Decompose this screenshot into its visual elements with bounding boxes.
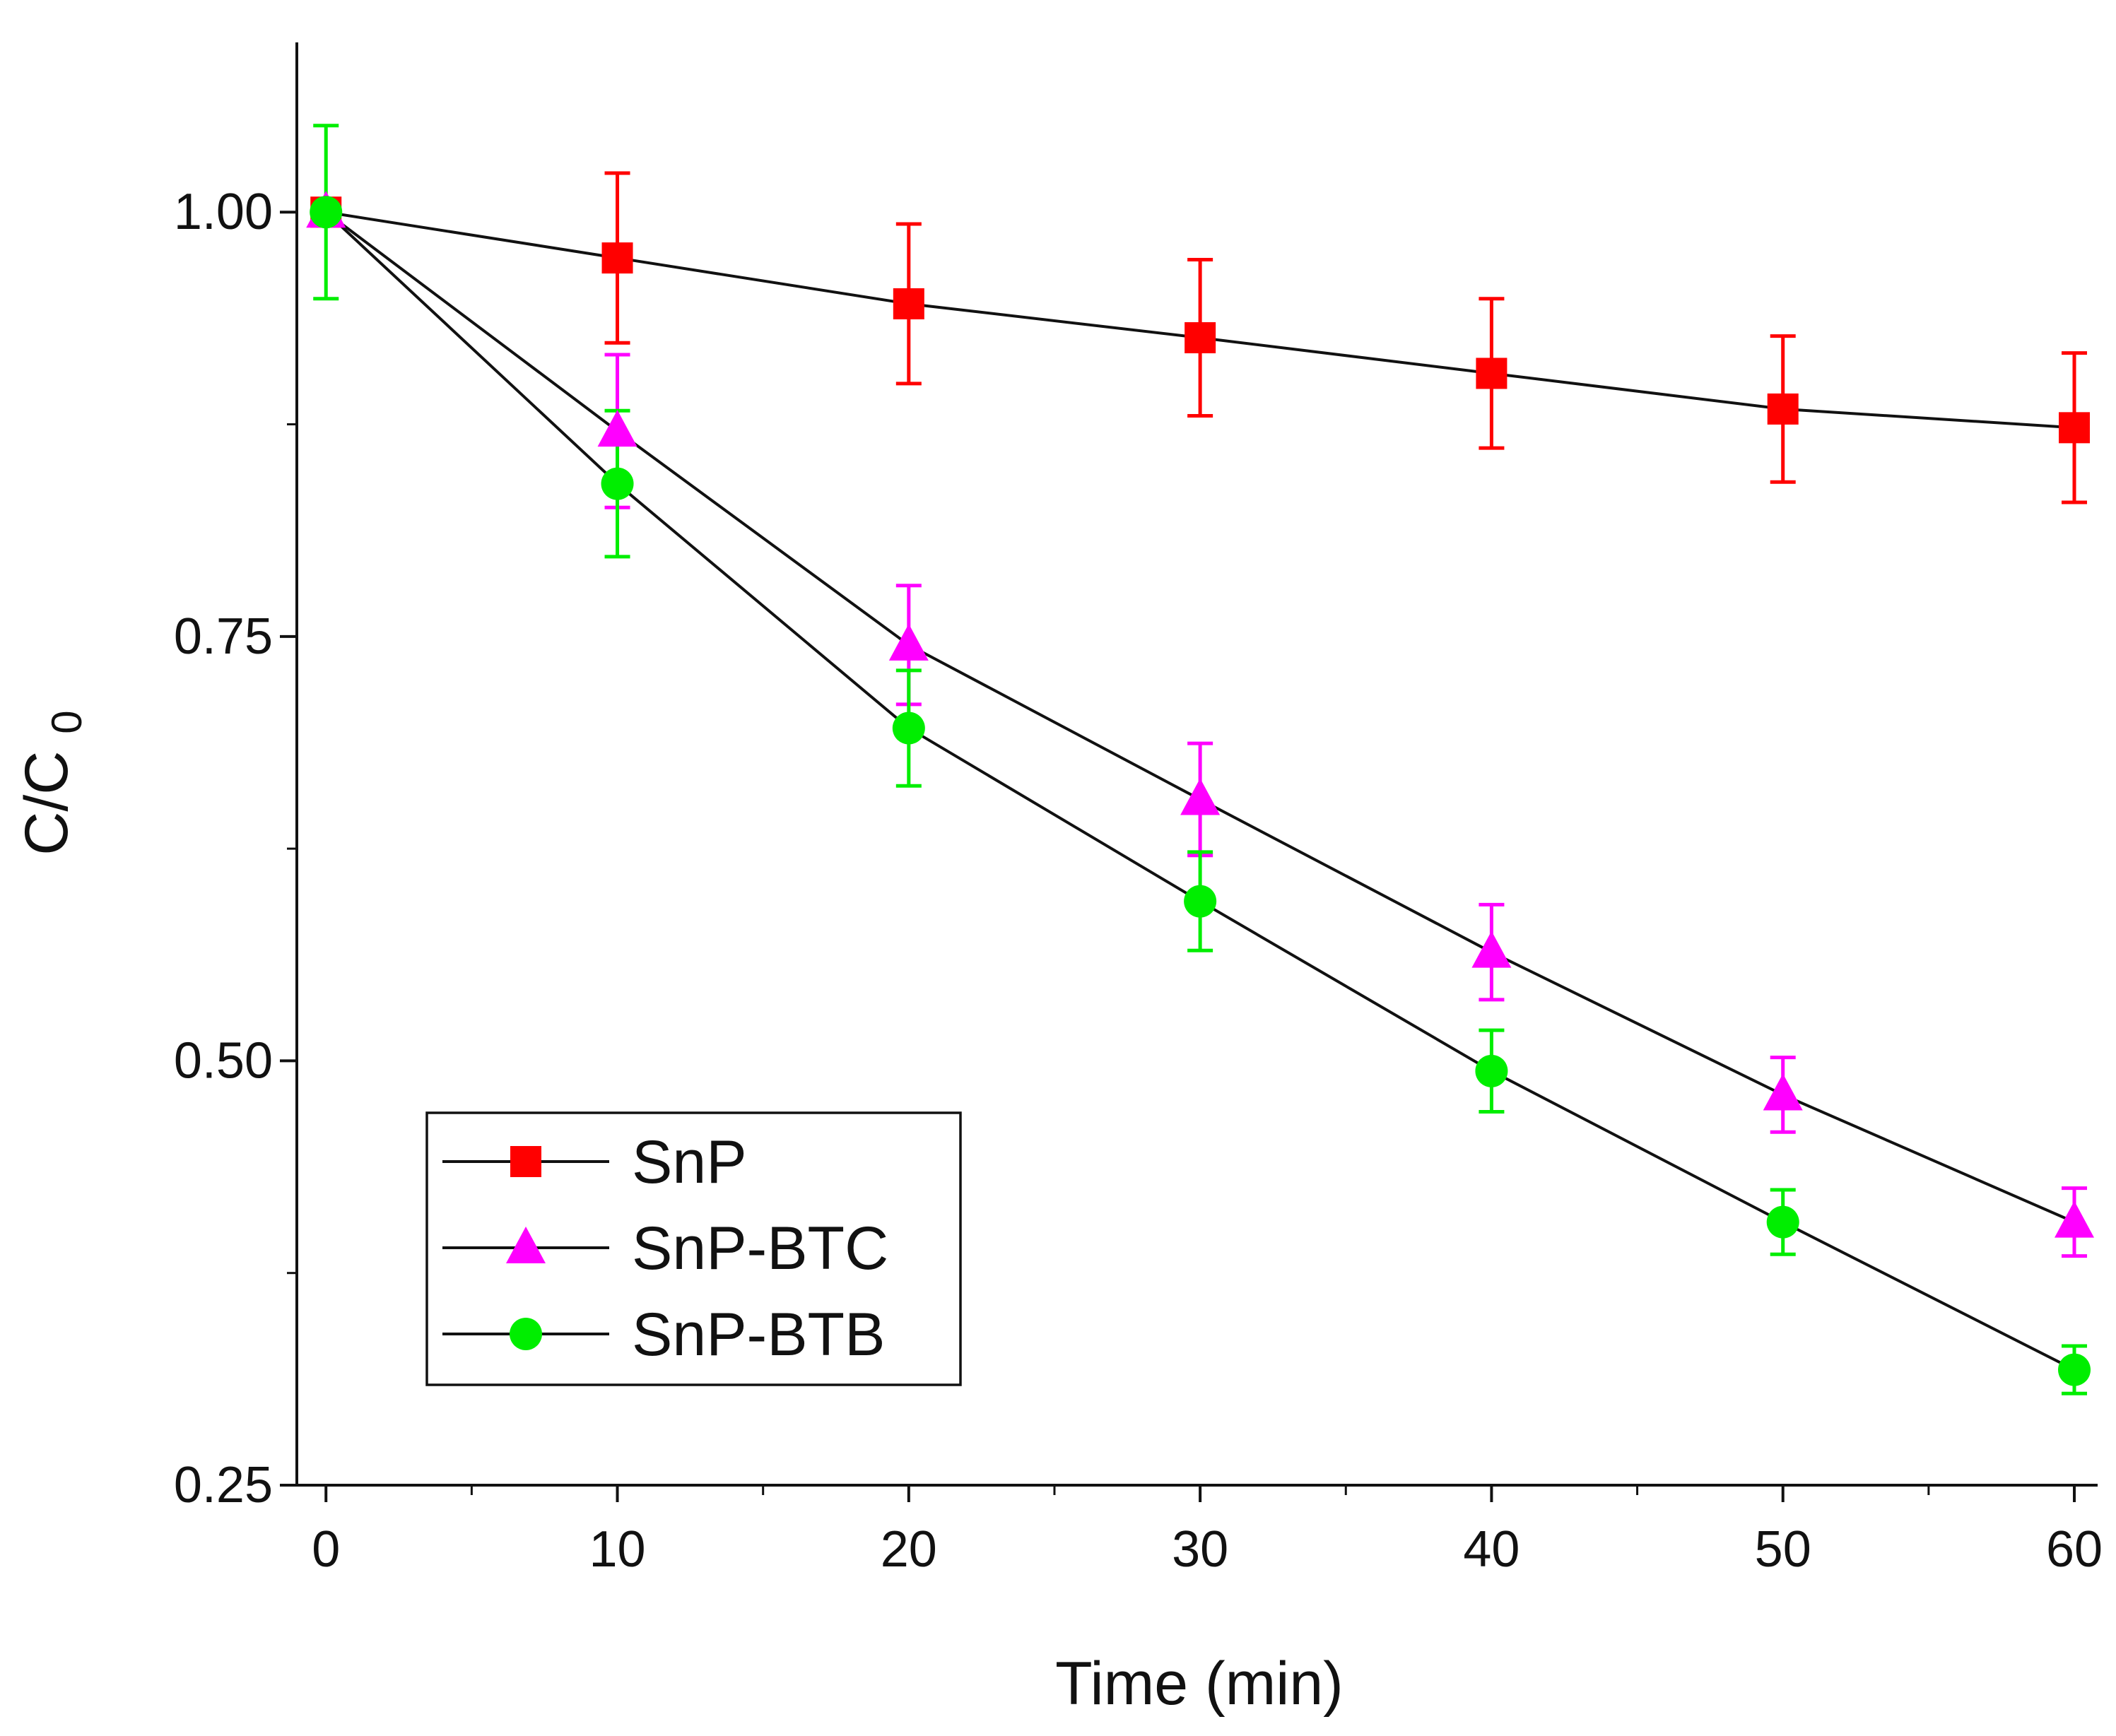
x-tick-label: 10 <box>589 1521 645 1578</box>
y-axis-label-group: C/C 0 <box>13 710 90 855</box>
marker-snp <box>601 242 633 274</box>
marker-snp-btc <box>1763 1073 1803 1111</box>
x-tick-label: 50 <box>1755 1521 1811 1578</box>
marker-snp-btc <box>2055 1200 2095 1238</box>
series-markers <box>306 191 2095 1386</box>
marker-snp-btb <box>601 467 634 500</box>
marker-snp <box>893 288 924 319</box>
marker-snp-btc <box>597 410 637 447</box>
legend-label-0: SnP <box>632 1128 747 1196</box>
marker-snp-btc <box>888 623 929 661</box>
x-tick-label: 30 <box>1172 1521 1228 1578</box>
x-tick-label: 40 <box>1463 1521 1520 1578</box>
x-tick-label: 60 <box>2046 1521 2103 1578</box>
legend-label-1: SnP-BTC <box>632 1215 888 1282</box>
marker-snp-btb <box>310 196 343 229</box>
y-tick-label: 0.50 <box>174 1032 273 1089</box>
x-tick-label: 20 <box>881 1521 937 1578</box>
marker-snp-btb <box>892 711 925 745</box>
y-tick-label: 1.00 <box>174 184 273 240</box>
x-tick-label: 0 <box>312 1521 340 1578</box>
marker-snp <box>2059 412 2091 444</box>
axes <box>295 42 2098 1487</box>
legend-marker-0 <box>510 1146 541 1177</box>
x-axis-label: Time (min) <box>1055 1650 1344 1718</box>
marker-snp <box>1476 358 1507 389</box>
marker-snp-btb <box>1184 885 1217 918</box>
y-axis-label-main: C/C <box>13 751 81 856</box>
marker-snp-btc <box>1180 778 1221 815</box>
marker-snp-btb <box>1766 1205 1799 1239</box>
ticks: 0 10 20 30 40 50 60 0.25 0.50 0.75 1.00 <box>174 184 2103 1578</box>
marker-snp <box>1767 393 1799 425</box>
legend-marker-1 <box>506 1227 546 1263</box>
y-tick-label: 0.25 <box>174 1457 273 1513</box>
marker-snp-btb <box>1475 1054 1508 1087</box>
legend: SnP SnP-BTC SnP-BTB <box>425 1111 962 1386</box>
marker-snp-btc <box>1471 931 1512 968</box>
y-axis-label-subscript: 0 <box>43 710 90 733</box>
y-axis-label: C/C 0 <box>13 710 90 855</box>
marker-snp <box>1185 322 1216 354</box>
legend-label-2: SnP-BTB <box>632 1301 885 1369</box>
legend-marker-2 <box>510 1318 542 1350</box>
y-tick-label: 0.75 <box>174 608 273 665</box>
marker-snp-btb <box>2058 1353 2091 1386</box>
